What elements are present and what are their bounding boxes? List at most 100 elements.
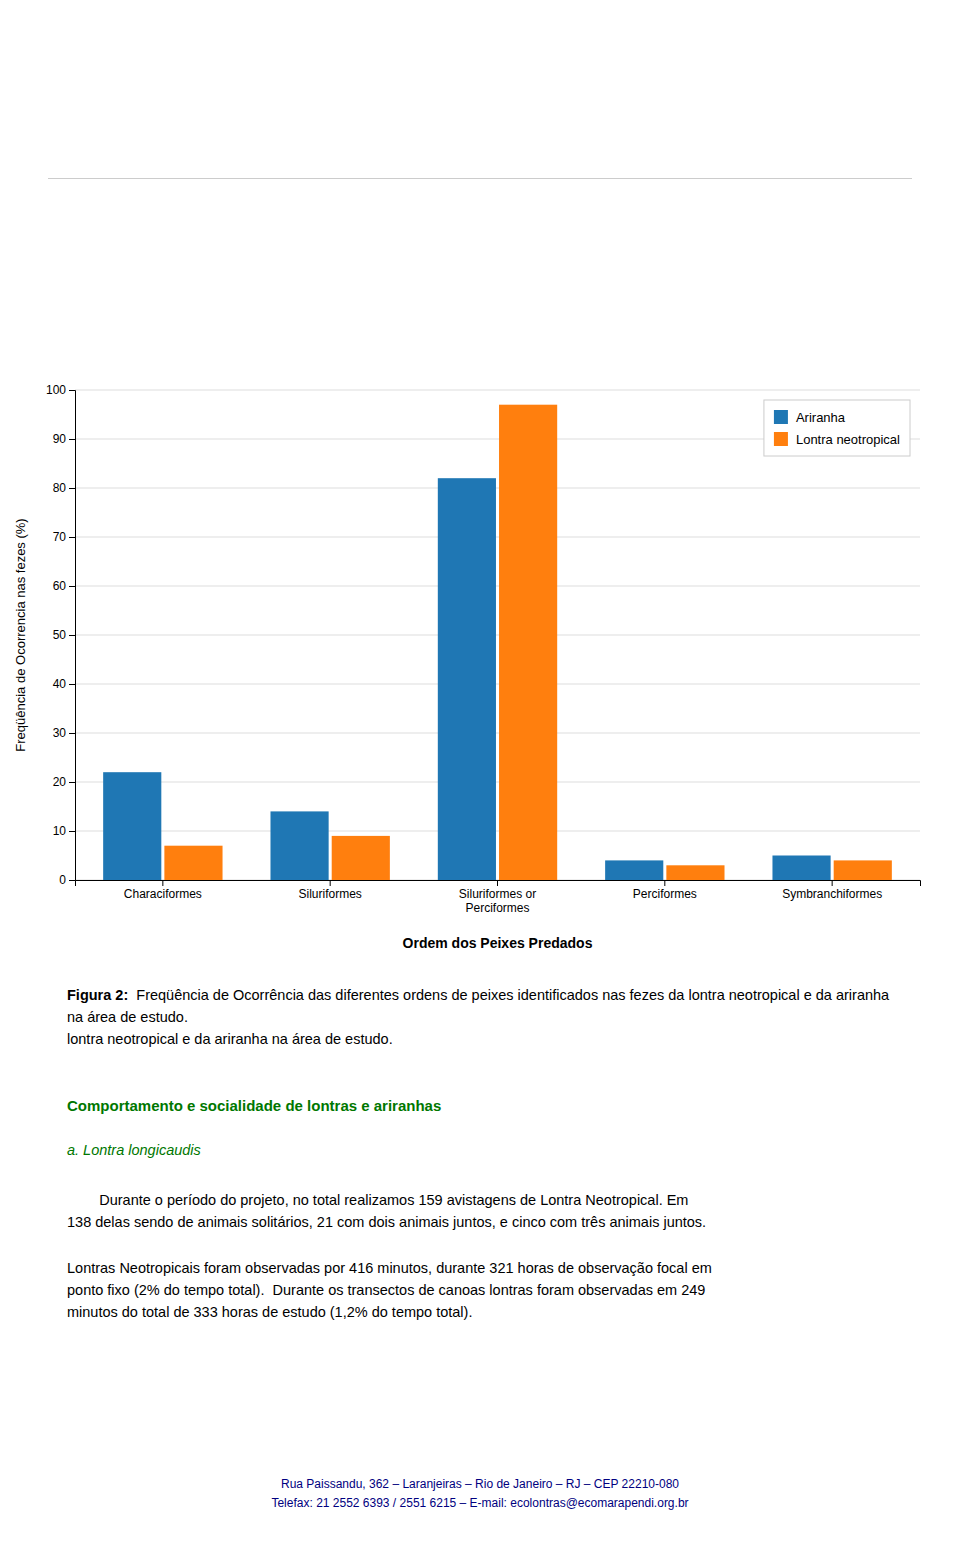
- bar: [270, 811, 328, 880]
- y-axis: 0 10 20 30 40 50 60 70 80 90 100: [46, 383, 76, 887]
- subheading: a. Lontra longicaudis: [67, 1140, 907, 1162]
- footer: Rua Paissandu, 362 – Laranjeiras – Rio d…: [0, 1475, 960, 1513]
- x-tick: Symbranchiformes: [782, 880, 882, 901]
- bar: [834, 860, 892, 880]
- legend-item: Lontra neotropical: [774, 432, 900, 447]
- y-tick-mark: [69, 439, 75, 440]
- y-tick-mark: [69, 390, 75, 391]
- grid-line: [75, 782, 920, 783]
- y-tick-label: 50: [53, 628, 67, 642]
- y-tick: 20: [53, 775, 75, 789]
- plot: 0 10 20 30 40 50 60 70 80 90 100 Characiformes Silur…: [13, 383, 921, 951]
- x-axis: Characiformes Siluriformes Siluriformes or…: [76, 880, 921, 915]
- bar: [772, 856, 830, 881]
- y-axis-title: Freqüência de Ocorrencia nas fezes (%): [13, 518, 28, 751]
- x-tick: Perciformes: [633, 880, 697, 901]
- x-tick-mark: [162, 880, 163, 886]
- y-tick-mark: [69, 733, 75, 734]
- y-tick: 90: [53, 432, 75, 446]
- paragraph-line: Lontras Neotropicais foram observadas po…: [67, 1258, 907, 1280]
- paragraph: Lontras Neotropicais foram observadas po…: [67, 1258, 907, 1323]
- y-axis-line: [69, 391, 76, 881]
- x-tick-label: Perciformes: [633, 887, 697, 901]
- y-tick: 50: [53, 628, 75, 642]
- grid: [75, 390, 920, 880]
- y-tick-label: 90: [53, 432, 67, 446]
- x-tick-label-line: Perciformes: [465, 901, 529, 915]
- bar: [438, 478, 496, 880]
- caption-bold: Figura 2:: [67, 987, 128, 1003]
- bars: [103, 405, 892, 880]
- legend: Ariranha Lontra neotropical: [764, 400, 910, 456]
- x-tick: Characiformes: [124, 880, 202, 901]
- footer-line: Telefax: 21 2552 6393 / 2551 6215 – E-ma…: [0, 1494, 960, 1513]
- y-tick-mark: [69, 635, 75, 636]
- y-tick-label: 100: [46, 383, 66, 397]
- x-tick-label: Characiformes: [124, 887, 202, 901]
- x-tick: Siluriformes: [298, 880, 361, 901]
- y-tick-mark: [69, 782, 75, 783]
- legend-item: Ariranha: [774, 410, 846, 425]
- bar: [499, 405, 557, 880]
- y-tick: 80: [53, 481, 75, 495]
- x-tick-label: Siluriformes orPerciformes: [459, 887, 536, 915]
- x-tick-mark: [330, 880, 331, 886]
- y-tick: 60: [53, 579, 75, 593]
- caption-line2: lontra neotropical e da ariranha na área…: [67, 1029, 907, 1051]
- caption-text: Freqüência de Ocorrência das diferentes …: [67, 987, 893, 1025]
- y-tick-mark: [69, 880, 75, 881]
- y-tick-label: 10: [53, 824, 67, 838]
- paragraph-line: Durante o período do projeto, no total r…: [67, 1190, 907, 1212]
- y-tick-mark: [69, 537, 75, 538]
- grid-line: [75, 537, 920, 538]
- section-heading: Comportamento e socialidade de lontras e…: [67, 1095, 907, 1118]
- legend-label: Ariranha: [796, 410, 846, 425]
- x-axis-line: [76, 881, 921, 887]
- caption: Figura 2: Freqüência de Ocorrência das d…: [67, 985, 907, 1050]
- footer-line: Rua Paissandu, 362 – Laranjeiras – Rio d…: [0, 1475, 960, 1494]
- x-tick-label-line: Characiformes: [124, 887, 202, 901]
- x-tick-mark: [832, 880, 833, 886]
- y-tick-mark: [69, 586, 75, 587]
- y-tick-mark: [69, 831, 75, 832]
- grid-line: [75, 635, 920, 636]
- y-tick: 10: [53, 824, 75, 838]
- caption-line: Figura 2: Freqüência de Ocorrência das d…: [67, 985, 907, 1029]
- grid-line: [75, 586, 920, 587]
- x-tick: Siluriformes orPerciformes: [459, 880, 536, 915]
- y-tick-mark: [69, 488, 75, 489]
- y-tick: 0: [59, 873, 75, 887]
- series-0: [103, 478, 830, 880]
- x-tick-label-line: Siluriformes: [298, 887, 361, 901]
- paragraph: Durante o período do projeto, no total r…: [67, 1190, 907, 1234]
- legend-swatch: [774, 410, 788, 424]
- y-tick-label: 60: [53, 579, 67, 593]
- y-tick-label: 70: [53, 530, 67, 544]
- x-tick-label: Symbranchiformes: [782, 887, 882, 901]
- y-tick-label: 0: [59, 873, 66, 887]
- bar: [164, 846, 222, 880]
- x-tick-label-line: Symbranchiformes: [782, 887, 882, 901]
- y-tick-mark: [69, 684, 75, 685]
- bar: [666, 865, 724, 880]
- grid-line: [75, 488, 920, 489]
- bar: [605, 860, 663, 880]
- x-tick-label-line: Perciformes: [633, 887, 697, 901]
- y-tick-label: 40: [53, 677, 67, 691]
- paragraph-line: ponto fixo (2% do tempo total). Durante …: [67, 1280, 907, 1302]
- chart: 0 10 20 30 40 50 60 70 80 90 100 Characiformes Silur…: [0, 370, 960, 970]
- y-tick: 70: [53, 530, 75, 544]
- x-tick-label: Siluriformes: [298, 887, 361, 901]
- series-1: [164, 405, 891, 880]
- y-tick-label: 20: [53, 775, 67, 789]
- y-tick: 30: [53, 726, 75, 740]
- grid-line: [75, 831, 920, 832]
- paragraph-line: minutos do total de 333 horas de estudo …: [67, 1302, 907, 1324]
- grid-line: [75, 390, 920, 391]
- x-tick-mark: [664, 880, 665, 886]
- grid-line: [75, 684, 920, 685]
- grid-line: [75, 733, 920, 734]
- y-tick: 40: [53, 677, 75, 691]
- x-axis-title: Ordem dos Peixes Predados: [403, 935, 593, 951]
- legend-label: Lontra neotropical: [796, 432, 900, 447]
